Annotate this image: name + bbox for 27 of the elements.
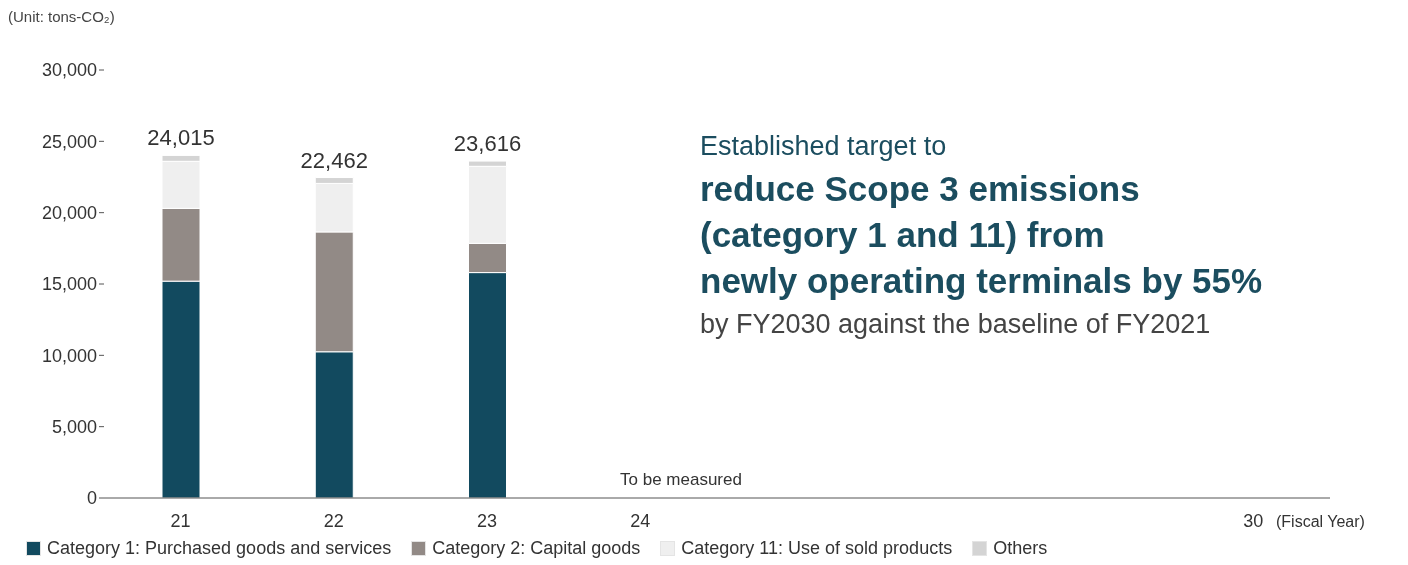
annotation: (category 1 and 11) from [700, 214, 1106, 256]
y-tick-label: 5,000 [51, 417, 97, 438]
x-tick-label: 23 [477, 510, 498, 531]
x-tick-label: 21 [170, 510, 191, 531]
annotation: To be measured [620, 470, 742, 490]
y-tick-label: 20,000 [41, 203, 97, 224]
y-tick-label: 10,000 [41, 345, 97, 366]
x-tick-label: 30 [1243, 510, 1264, 531]
legend-label: Category 11: Use of sold products [681, 538, 953, 559]
x-tick-label: 24 [630, 510, 651, 531]
annotation: by FY2030 against the baseline of FY2021 [700, 308, 1212, 341]
annotation: Established target to [700, 130, 948, 163]
x-axis-title: (Fiscal Year) [1276, 513, 1365, 531]
annotation: newly operating terminals by 55% [700, 260, 1263, 302]
y-tick-label: 30,000 [41, 60, 97, 81]
x-tick-label: 22 [323, 510, 344, 531]
legend-label: Category 1: Purchased goods and services [47, 538, 392, 559]
total-label: 24,015 [147, 125, 215, 151]
y-tick-label: 25,000 [41, 131, 97, 152]
y-tick-label: 15,000 [41, 274, 97, 295]
legend-label: Others [993, 538, 1048, 559]
legend-label: Category 2: Capital goods [432, 538, 641, 559]
y-tick-label: 0 [86, 488, 97, 509]
annotation: reduce Scope 3 emissions [700, 168, 1141, 210]
total-label: 23,616 [453, 131, 522, 157]
total-label: 22,462 [300, 147, 368, 173]
y-axis-title: (Unit: tons-CO₂) [8, 8, 115, 25]
